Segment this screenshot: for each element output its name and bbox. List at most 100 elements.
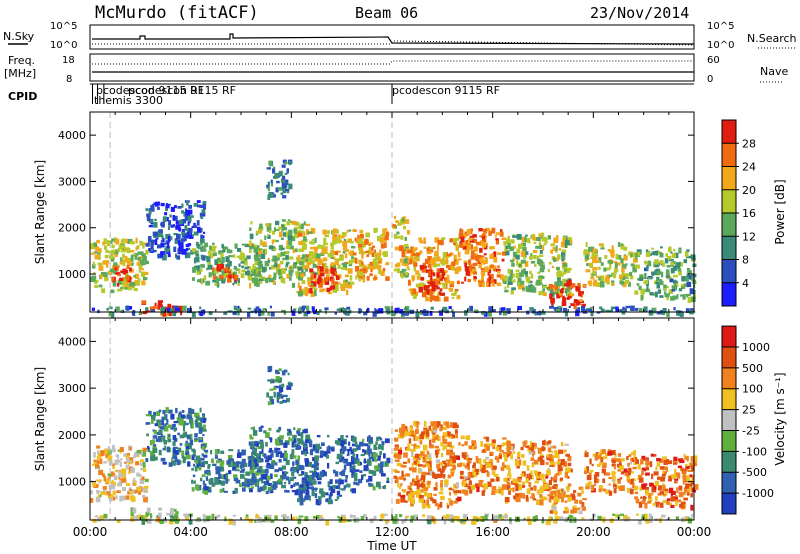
heatmap-cell xyxy=(290,484,293,489)
heatmap-cell xyxy=(668,258,674,262)
heatmap-cell xyxy=(268,365,273,372)
heatmap-cell xyxy=(159,426,165,430)
heatmap-cell xyxy=(257,258,261,262)
heatmap-cell xyxy=(536,474,539,479)
heatmap-cell xyxy=(661,271,664,278)
colorbar-swatch xyxy=(722,143,736,167)
heatmap-cell xyxy=(463,475,468,479)
colorbar-swatch xyxy=(722,120,736,144)
heatmap-cell xyxy=(338,483,341,489)
heatmap-cell xyxy=(605,472,611,476)
heatmap-cell xyxy=(643,306,648,312)
heatmap-cell xyxy=(459,476,465,480)
heatmap-cell xyxy=(613,271,617,274)
heatmap-cell xyxy=(484,257,488,264)
heatmap-cell xyxy=(237,278,240,284)
heatmap-cell xyxy=(269,305,272,309)
heatmap-cell xyxy=(411,257,415,264)
heatmap-cell xyxy=(214,283,219,286)
heatmap-cell xyxy=(187,229,192,235)
heatmap-cell xyxy=(567,486,570,490)
heatmap-cell xyxy=(511,262,515,267)
heatmap-cell xyxy=(232,464,237,471)
heatmap-cell xyxy=(140,259,145,265)
heatmap-cell xyxy=(208,272,212,278)
heatmap-cell xyxy=(401,470,404,477)
heatmap-cell xyxy=(488,443,492,446)
colorbar-swatch xyxy=(722,388,736,410)
heatmap-cell xyxy=(383,251,388,257)
heatmap-cell xyxy=(336,456,342,460)
heatmap-cell xyxy=(671,289,675,292)
heatmap-cell xyxy=(243,260,248,266)
heatmap-cell xyxy=(341,446,347,452)
heatmap-cell xyxy=(394,437,399,442)
heatmap-cell xyxy=(297,266,303,271)
heatmap-cell xyxy=(463,517,468,521)
heatmap-cell xyxy=(543,292,547,297)
heatmap-cell xyxy=(673,248,676,252)
heatmap-cell xyxy=(433,487,438,491)
heatmap-cell xyxy=(575,286,581,292)
heatmap-cell xyxy=(446,502,449,507)
heatmap-cell xyxy=(611,272,614,276)
heatmap-cell xyxy=(529,255,533,260)
heatmap-cell xyxy=(604,267,610,271)
heatmap-cell xyxy=(681,276,686,282)
colorbar-swatch xyxy=(722,166,736,190)
heatmap-cell xyxy=(137,251,142,255)
heatmap-cell xyxy=(596,282,602,287)
heatmap-cell xyxy=(92,261,95,266)
heatmap-cell xyxy=(449,500,454,506)
heatmap-cell xyxy=(476,471,479,475)
heatmap-cell xyxy=(172,215,175,221)
heatmap-cell xyxy=(436,272,440,278)
heatmap-cell xyxy=(415,283,420,288)
heatmap-cell xyxy=(373,227,378,233)
heatmap-cell xyxy=(369,273,373,277)
heatmap-cell xyxy=(526,488,531,495)
heatmap-cell xyxy=(556,293,561,299)
heatmap-cell xyxy=(444,421,450,426)
heatmap-cell xyxy=(521,238,525,243)
heatmap-cell xyxy=(167,226,170,230)
heatmap-cell xyxy=(162,409,166,415)
heatmap-cell xyxy=(572,495,576,501)
heatmap-cell xyxy=(322,263,325,267)
heatmap-cell xyxy=(181,210,185,214)
heatmap-cell xyxy=(150,513,153,519)
heatmap-cell xyxy=(187,461,191,467)
heatmap-cell xyxy=(433,518,437,524)
heatmap-cell xyxy=(663,291,667,295)
heatmap-cell xyxy=(423,285,428,291)
heatmap-cell xyxy=(502,454,507,458)
heatmap-cell xyxy=(403,307,408,310)
heatmap-cell xyxy=(275,220,280,226)
heatmap-cell xyxy=(421,482,424,486)
heatmap-cell xyxy=(148,219,154,223)
heatmap-cell xyxy=(453,242,456,245)
heatmap-cell xyxy=(521,481,525,485)
heatmap-cell xyxy=(257,487,262,493)
heatmap-cell xyxy=(126,483,131,487)
heatmap-cell xyxy=(254,519,257,523)
heatmap-cell xyxy=(539,268,545,273)
heatmap-cell xyxy=(426,482,431,489)
heatmap-cell xyxy=(240,273,245,279)
heatmap-cell xyxy=(280,453,285,458)
heatmap-cell xyxy=(253,247,258,253)
heatmap-cell xyxy=(510,290,514,295)
heatmap-cell xyxy=(146,215,151,222)
heatmap-cell xyxy=(380,513,385,519)
heatmap-cell xyxy=(632,252,638,258)
heatmap-cell xyxy=(539,473,545,480)
heatmap-cell xyxy=(546,457,552,461)
heatmap-cell xyxy=(281,484,286,489)
heatmap-cell xyxy=(448,517,452,522)
heatmap-cell xyxy=(417,479,420,484)
heatmap-cell xyxy=(266,475,271,481)
heatmap-cell xyxy=(637,464,641,470)
heatmap-cell xyxy=(109,494,114,498)
heatmap-cell xyxy=(332,288,338,293)
